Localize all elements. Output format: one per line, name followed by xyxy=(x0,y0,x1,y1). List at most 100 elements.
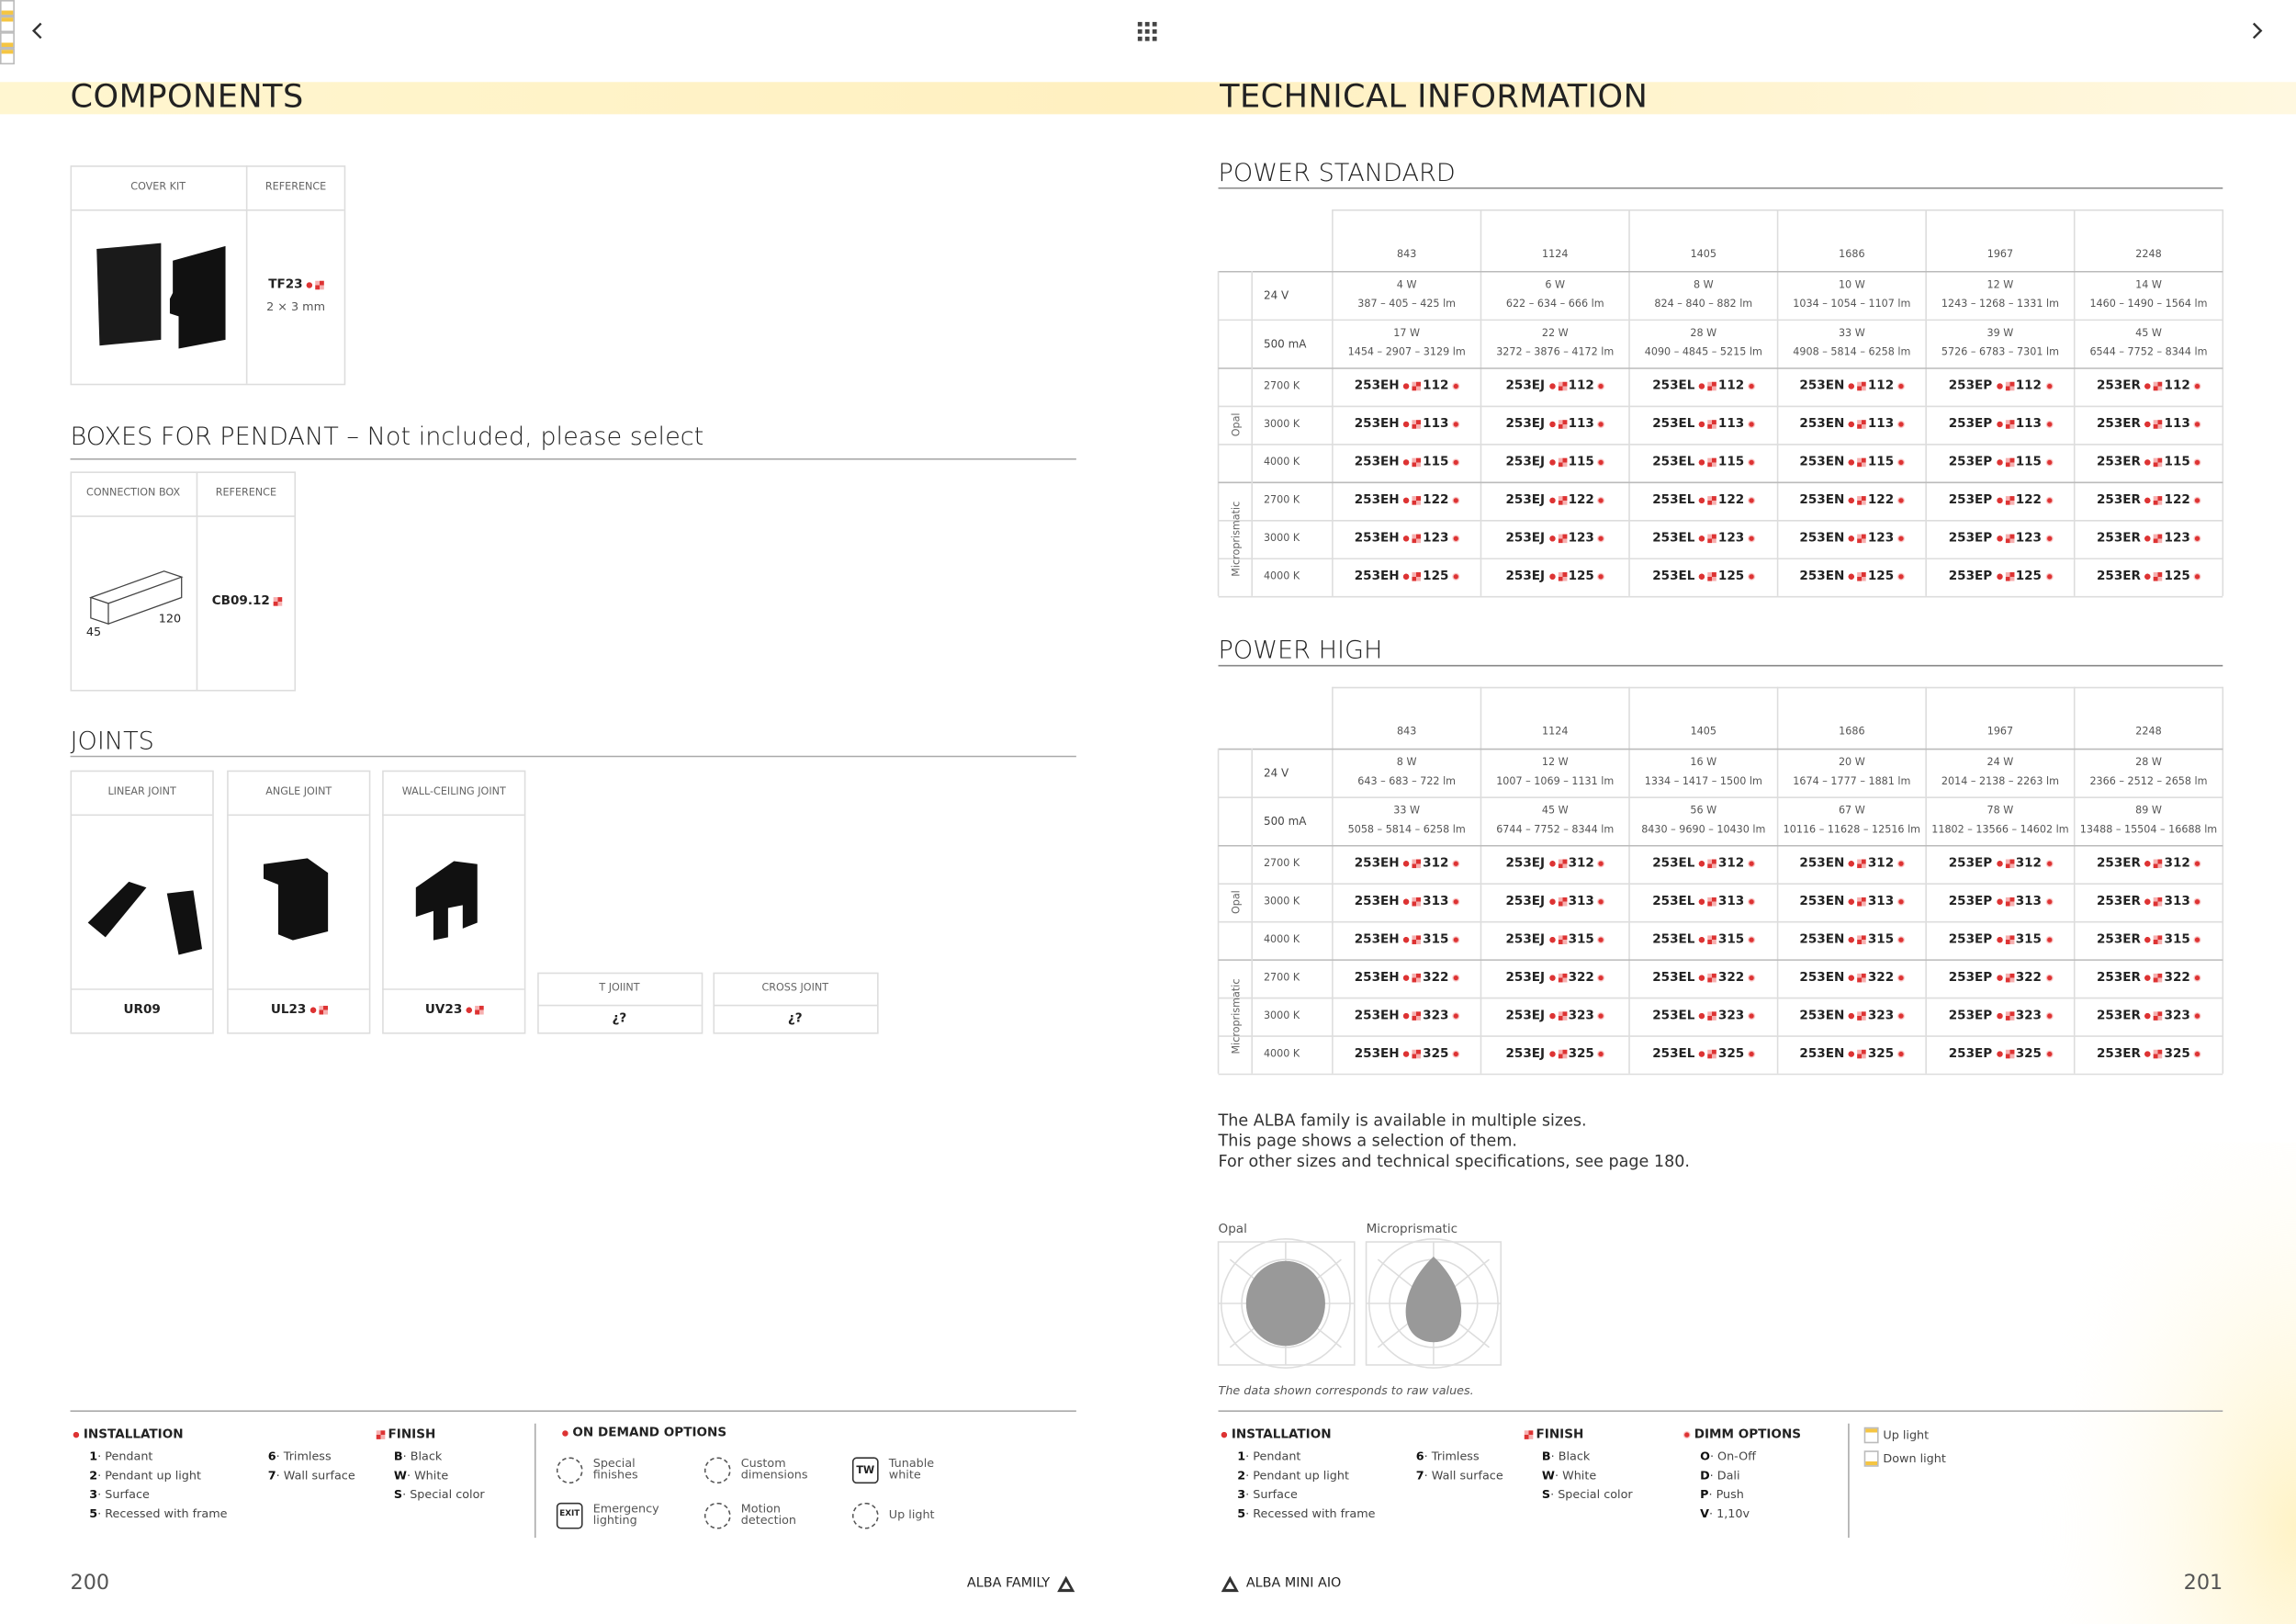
power: 4 W xyxy=(1396,278,1417,291)
reference: 253EP 115 xyxy=(1947,457,2054,469)
reference: 253EH 312 xyxy=(1353,856,1461,872)
icon xyxy=(1857,382,1867,391)
reference: 253EL 313 xyxy=(1651,896,1756,908)
icon xyxy=(1451,572,1461,581)
icon xyxy=(2044,935,2054,945)
reference-suffix: 312 xyxy=(1568,856,1594,872)
icon xyxy=(1896,382,1906,391)
icon xyxy=(1451,1050,1461,1059)
connection-box-image xyxy=(88,570,184,626)
icon xyxy=(1401,534,1412,544)
reference-suffix: 323 xyxy=(2164,1009,2190,1024)
icon xyxy=(2154,935,2163,945)
legend-key: 1 xyxy=(89,1449,98,1463)
reference: 253ER 123 xyxy=(2095,533,2202,546)
icon xyxy=(2154,420,2163,430)
reference-suffix: 315 xyxy=(1867,932,1895,948)
icon xyxy=(1558,496,1567,506)
reference: 253EJ 123 xyxy=(1504,533,1606,546)
legend-label: Up light xyxy=(1883,1427,1930,1441)
reference-code: ¿? xyxy=(612,1011,627,1027)
icon xyxy=(1548,1011,1557,1021)
table-header: COVER KIT xyxy=(130,180,186,193)
reference: UR09 xyxy=(122,1004,162,1017)
reference-suffix: 115 xyxy=(1867,455,1895,470)
reference-code: 253EP xyxy=(1948,569,1993,584)
icon xyxy=(1995,534,2004,544)
prev-arrow[interactable] xyxy=(31,22,42,39)
reference-suffix: 312 xyxy=(1423,856,1449,872)
icon xyxy=(1707,420,1717,430)
legend-item: Up light xyxy=(1863,1427,1930,1444)
table-header: REFERENCE xyxy=(264,180,327,193)
icon xyxy=(1896,458,1906,468)
reference-suffix: 122 xyxy=(2015,492,2043,508)
icon xyxy=(1857,974,1867,983)
reference: 253ER 315 xyxy=(2095,934,2202,947)
reference-suffix: 315 xyxy=(1717,932,1745,948)
footer-brand: ALBA MINI AIO xyxy=(1245,1576,1342,1592)
icon xyxy=(1401,420,1412,430)
icon xyxy=(1697,458,1707,468)
reference: 253ER 312 xyxy=(2095,858,2202,871)
reference-code: 253ER xyxy=(2097,455,2142,470)
reference: 253EJ 313 xyxy=(1504,896,1606,908)
reference-suffix: 315 xyxy=(1568,932,1594,948)
grid-menu-icon[interactable] xyxy=(1137,21,1157,41)
icon xyxy=(1412,534,1422,544)
lumens: 1454 – 2907 – 3129 lm xyxy=(1347,346,1466,358)
reference-suffix: 112 xyxy=(1568,378,1594,394)
reference-code: 253EN xyxy=(1799,1046,1845,1062)
lumens: 1334 – 1417 – 1500 lm xyxy=(1644,775,1762,787)
reference-code: 253EJ xyxy=(1505,531,1546,547)
reference-suffix: 112 xyxy=(2015,378,2043,394)
caption: The data shown corresponds to raw values… xyxy=(1218,1383,1474,1398)
icon xyxy=(1847,935,1857,945)
reference: 253EP 125 xyxy=(1947,570,2054,583)
reference-suffix: 112 xyxy=(1867,378,1895,394)
option-icon xyxy=(703,1457,731,1484)
icon xyxy=(1451,974,1461,983)
reference-suffix: 113 xyxy=(1423,417,1449,432)
icon xyxy=(2144,572,2153,581)
icon xyxy=(2193,859,2202,869)
icon xyxy=(2044,1050,2054,1059)
legend-item: 6· Trimless xyxy=(268,1450,332,1463)
legend-item: W· White xyxy=(1542,1470,1596,1483)
next-arrow[interactable] xyxy=(2252,22,2263,39)
icon xyxy=(1451,420,1461,430)
option-label: Special finishes xyxy=(592,1456,638,1483)
reference-code: 253EP xyxy=(1948,531,1993,547)
icon xyxy=(1697,534,1707,544)
reference-code: 253EJ xyxy=(1505,932,1546,948)
reference-suffix: 125 xyxy=(2015,569,2043,584)
reference-suffix: 313 xyxy=(1867,894,1895,909)
icon xyxy=(1558,382,1567,391)
lumens: 1243 – 1268 – 1331 lm xyxy=(1941,298,2059,310)
brand-logo xyxy=(1221,1575,1239,1593)
icon xyxy=(1558,974,1567,983)
reference-code: 253ER xyxy=(2097,970,2142,986)
option-icon xyxy=(703,1502,731,1529)
reference: 253EJ 315 xyxy=(1504,934,1606,947)
icon xyxy=(1995,859,2004,869)
reference-code: UV23 xyxy=(424,1002,463,1018)
icon xyxy=(2154,897,2163,907)
reference-code: 253EP xyxy=(1948,932,1993,948)
icon xyxy=(1412,935,1422,945)
icon xyxy=(1401,496,1412,506)
reference: UV23 xyxy=(423,1002,485,1018)
reference-code: 253EH xyxy=(1354,1009,1400,1024)
reference-code: 253EN xyxy=(1799,970,1845,986)
reference: 253EN 115 xyxy=(1798,457,1906,469)
icon xyxy=(1847,974,1857,983)
icon xyxy=(1597,458,1606,468)
reference: 253EL 315 xyxy=(1651,934,1756,947)
reference: 253EP 122 xyxy=(1947,492,2054,508)
reference-suffix: 312 xyxy=(1867,856,1895,872)
power: 12 W xyxy=(1986,278,2014,291)
reference-code: 253EJ xyxy=(1505,569,1546,584)
reference: 253EL 325 xyxy=(1651,1048,1756,1061)
icon xyxy=(1707,859,1717,869)
reference-suffix: 113 xyxy=(2015,417,2043,432)
